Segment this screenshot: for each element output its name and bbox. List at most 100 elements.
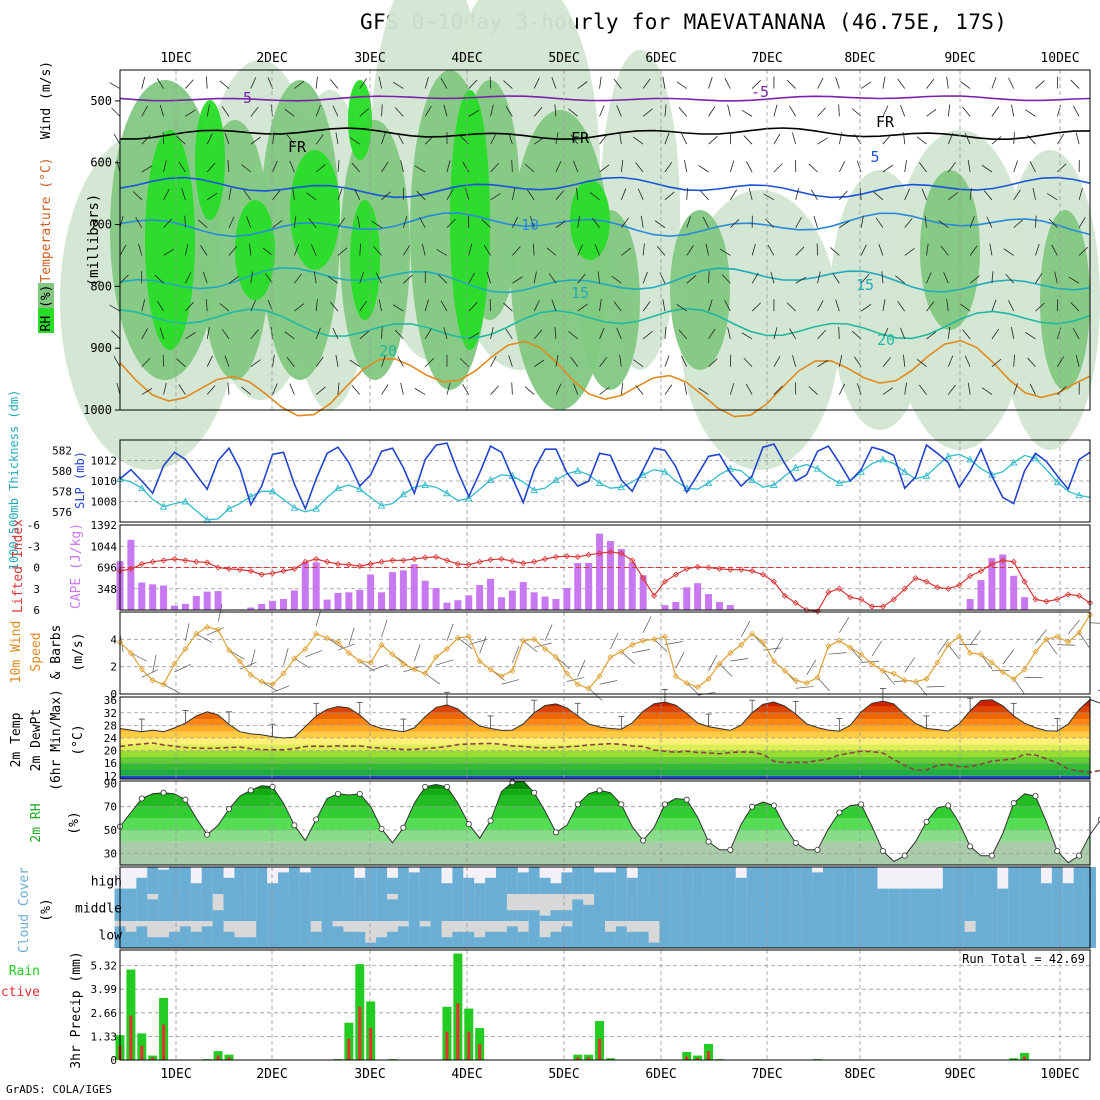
wind-barb bbox=[616, 327, 622, 340]
cloud-cell bbox=[201, 867, 214, 894]
cloud-cell-bg bbox=[506, 894, 519, 921]
cloud-cell bbox=[354, 894, 366, 921]
wind-barb-10m bbox=[130, 652, 148, 662]
wind-barb-10m bbox=[719, 663, 733, 677]
lifted-point bbox=[683, 565, 690, 572]
thickness-point bbox=[1075, 491, 1083, 499]
cloud-cell bbox=[397, 926, 410, 948]
rh-point bbox=[356, 790, 363, 797]
wind-barb bbox=[773, 356, 781, 367]
wind-barb bbox=[555, 220, 567, 228]
cloud-cell-bg bbox=[441, 867, 453, 894]
wind-barb bbox=[751, 302, 762, 312]
wind10m-panel bbox=[116, 604, 1100, 701]
cloud-cell-bg bbox=[147, 921, 159, 948]
wind-barb-10m bbox=[566, 677, 585, 682]
wind-barb-10m bbox=[555, 656, 570, 669]
lifted-tick-label: -6 bbox=[27, 519, 40, 532]
thickness-axis-label: 1000-500mb Thickness (dm) bbox=[7, 390, 21, 571]
wind-speed-point bbox=[454, 634, 461, 642]
wind-barb bbox=[315, 76, 318, 89]
wind-barb bbox=[773, 133, 781, 145]
cape-bar bbox=[639, 575, 647, 610]
thickness-point bbox=[1053, 478, 1062, 485]
cloud-cell bbox=[746, 867, 759, 894]
wind-barb bbox=[141, 299, 146, 312]
temp-band bbox=[120, 712, 1090, 720]
cloud-cell bbox=[964, 931, 977, 948]
wind-barb-10m bbox=[207, 627, 224, 636]
wind-speed-point bbox=[858, 651, 865, 658]
wind-barb bbox=[743, 135, 753, 145]
wind-tick-label: 0 bbox=[110, 688, 117, 701]
thickness-point bbox=[900, 467, 909, 475]
cloud-cell-bg bbox=[910, 867, 922, 894]
lifted-point bbox=[988, 560, 995, 568]
cloud-cell bbox=[1040, 894, 1053, 921]
wind-barb bbox=[246, 216, 252, 228]
cloud-cell bbox=[136, 926, 148, 948]
wind-barb bbox=[830, 247, 840, 256]
cloud-cell-bg bbox=[931, 867, 944, 894]
wind-barb bbox=[185, 243, 189, 256]
wind-barb-10m bbox=[1046, 639, 1058, 655]
rh-legend-swatch bbox=[38, 283, 54, 308]
wind-barb-10m bbox=[305, 650, 323, 658]
wind-barb bbox=[221, 106, 230, 117]
rh-region-bright bbox=[290, 150, 340, 270]
temp-tick-label: 20 bbox=[104, 745, 117, 758]
wind-barb bbox=[573, 160, 579, 173]
wind-barb bbox=[729, 189, 738, 201]
wind-barb bbox=[132, 191, 143, 201]
cloud-cell bbox=[659, 867, 671, 894]
cloud-panel bbox=[114, 867, 1096, 948]
wind-barb bbox=[568, 331, 579, 340]
cloud-cell bbox=[822, 921, 835, 948]
rh-point bbox=[443, 783, 450, 790]
wind-barb bbox=[289, 383, 295, 395]
cloud-cell bbox=[768, 867, 780, 894]
day-label-top: 9DEC bbox=[944, 51, 975, 66]
cloud-cell bbox=[975, 921, 987, 948]
cloud-cell bbox=[779, 921, 791, 948]
wind-barb bbox=[327, 276, 339, 284]
precip-total-bar bbox=[126, 969, 136, 1060]
wind-barb bbox=[1013, 383, 1018, 395]
wind-barb bbox=[897, 301, 906, 312]
cloud-cell bbox=[757, 921, 769, 948]
temp-tick-label: 28 bbox=[104, 719, 117, 732]
thickness-point bbox=[181, 497, 190, 505]
cloud-cell bbox=[136, 894, 148, 921]
cloud-cell bbox=[147, 937, 159, 948]
lifted-point bbox=[171, 555, 178, 563]
wind-barbs-axis-label: & Barbs bbox=[49, 625, 64, 680]
thickness-point bbox=[1031, 454, 1040, 462]
wind-barb bbox=[416, 190, 426, 201]
wind-speed-point bbox=[1032, 648, 1039, 655]
wind-barb bbox=[991, 328, 1000, 340]
cape-bar bbox=[661, 605, 669, 610]
wind-barb-10m bbox=[523, 640, 538, 653]
wind-barb bbox=[786, 302, 797, 312]
cloud-cell bbox=[158, 937, 170, 948]
wind-barb bbox=[745, 161, 753, 173]
cloud-cell bbox=[528, 910, 541, 921]
wind-barb bbox=[490, 193, 501, 201]
wind-barb bbox=[313, 271, 317, 284]
wind-barb bbox=[592, 217, 600, 228]
wind-barb bbox=[721, 274, 731, 284]
cloud-cell bbox=[474, 894, 486, 921]
cloud-cell bbox=[594, 894, 606, 921]
cloud-cell bbox=[452, 867, 464, 894]
rh-point bbox=[1076, 852, 1083, 859]
wind-barb bbox=[947, 384, 956, 395]
wind-barb bbox=[315, 105, 321, 117]
wind-barb bbox=[512, 276, 523, 284]
wind-barb bbox=[555, 190, 564, 201]
thickness-point bbox=[726, 464, 735, 472]
cape-bar bbox=[476, 584, 484, 610]
wind-speed-point bbox=[149, 677, 156, 684]
cloud-cell bbox=[223, 894, 235, 921]
wind-barb bbox=[708, 299, 713, 312]
